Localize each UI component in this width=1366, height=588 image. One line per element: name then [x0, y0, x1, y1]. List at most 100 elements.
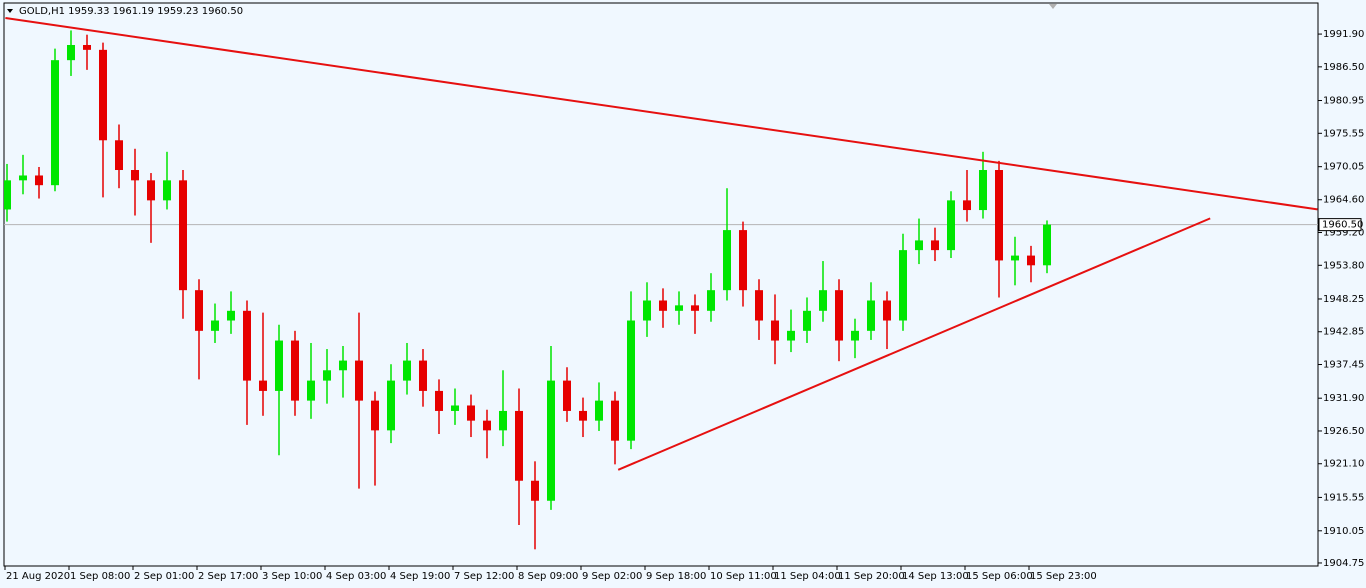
candle-body [947, 200, 955, 251]
candle-body [99, 49, 107, 141]
candle-body [707, 290, 715, 311]
candle-body [19, 175, 27, 181]
candle-body [83, 44, 91, 50]
candle-body [115, 140, 123, 171]
y-tick-label: 1975.55 [1323, 128, 1364, 139]
y-tick-label: 1904.75 [1323, 558, 1364, 569]
y-tick-label: 1931.90 [1323, 393, 1364, 404]
y-tick-label: 1959.20 [1323, 228, 1364, 239]
candle-body [131, 170, 139, 181]
candle-body [723, 230, 731, 291]
candle-body [531, 480, 539, 501]
x-tick-label: 14 Sep 13:00 [902, 571, 969, 582]
x-tick-label: 1 Sep 08:00 [70, 571, 130, 582]
candle-body [659, 300, 667, 311]
candle-body [899, 250, 907, 321]
candle-body [435, 390, 443, 411]
x-tick-label: 10 Sep 11:00 [710, 571, 777, 582]
candle-body [227, 310, 235, 321]
candle-body [483, 420, 491, 431]
candle-body [195, 290, 203, 331]
candle-body [963, 200, 971, 211]
x-tick-label: 21 Aug 2020 [6, 571, 70, 582]
candle-body [883, 300, 891, 321]
x-tick-label: 15 Sep 23:00 [1030, 571, 1097, 582]
candle-body [499, 410, 507, 431]
x-tick-label: 9 Sep 18:00 [646, 571, 706, 582]
candle-body [611, 400, 619, 441]
y-tick-label: 1948.25 [1323, 294, 1364, 305]
last-price-label: 1960.50 [1322, 220, 1363, 231]
x-tick-label: 11 Sep 04:00 [774, 571, 841, 582]
x-tick-label: 4 Sep 19:00 [390, 571, 450, 582]
candle-body [563, 380, 571, 411]
y-tick-label: 1964.60 [1323, 195, 1364, 206]
menu-arrow[interactable] [7, 9, 13, 13]
candle-body [323, 370, 331, 381]
candle-body [595, 400, 603, 421]
candle-body [35, 175, 43, 186]
trendline [617, 217, 1211, 471]
candle-body [211, 320, 219, 331]
plot-area [3, 2, 1319, 567]
candle-body [467, 405, 475, 421]
y-tick-label: 1921.10 [1323, 459, 1364, 470]
x-tick-label: 3 Sep 10:00 [262, 571, 322, 582]
candle-body [819, 290, 827, 311]
candle-body [803, 310, 811, 331]
candle-body [403, 360, 411, 381]
candle-body [627, 320, 635, 441]
candle-body [419, 360, 427, 391]
candle-body [1011, 255, 1019, 261]
candle-body [1043, 224, 1051, 266]
y-tick-label: 1991.90 [1323, 29, 1364, 40]
y-tick-label: 1986.50 [1323, 62, 1364, 73]
y-tick-label: 1910.05 [1323, 526, 1364, 537]
candle-body [851, 330, 859, 341]
x-tick-label: 11 Sep 20:00 [838, 571, 905, 582]
candle-body [147, 180, 155, 201]
y-tick-label: 1937.45 [1323, 360, 1364, 371]
candle-body [915, 240, 923, 251]
candle-body [643, 300, 651, 321]
x-tick-label: 2 Sep 01:00 [134, 571, 194, 582]
candle-body [515, 410, 523, 481]
candle-body [739, 230, 747, 291]
shift-marker [1049, 4, 1057, 9]
candle-body [307, 380, 315, 401]
candle-body [995, 170, 1003, 261]
y-tick-label: 1953.80 [1323, 260, 1364, 271]
candle-body [339, 360, 347, 371]
candle-body [867, 300, 875, 331]
plot [4, 17, 1318, 550]
candle-body [547, 380, 555, 501]
x-tick-label: 4 Sep 03:00 [326, 571, 386, 582]
candle-body [275, 340, 283, 391]
y-tick-label: 1926.50 [1323, 426, 1364, 437]
x-tick-label: 15 Sep 06:00 [966, 571, 1033, 582]
x-tick-label: 9 Sep 02:00 [582, 571, 642, 582]
x-tick-label: 8 Sep 09:00 [518, 571, 578, 582]
y-tick-label: 1915.55 [1323, 492, 1364, 503]
candle-body [787, 330, 795, 341]
chart-title: GOLD,H1 1959.33 1961.19 1959.23 1960.50 [19, 6, 243, 17]
candle-body [691, 305, 699, 311]
candle-body [835, 290, 843, 341]
candle-body [755, 290, 763, 321]
candle-body [387, 380, 395, 431]
candle-body [4, 180, 11, 210]
candle-body [259, 380, 267, 391]
candle-body [1027, 255, 1035, 266]
candle-body [67, 44, 75, 61]
candle-body [371, 400, 379, 431]
candle-body [291, 340, 299, 401]
candle-body [579, 410, 587, 421]
y-tick-label: 1980.95 [1323, 96, 1364, 107]
candle-body [179, 180, 187, 291]
candle-body [931, 240, 939, 251]
trendline [5, 17, 1318, 211]
y-tick-label: 1970.05 [1323, 162, 1364, 173]
x-tick-label: 2 Sep 17:00 [198, 571, 258, 582]
candle-body [355, 360, 363, 401]
